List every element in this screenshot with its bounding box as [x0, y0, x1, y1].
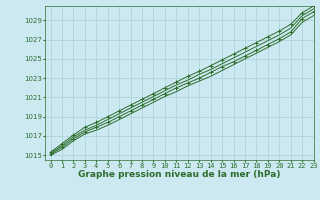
X-axis label: Graphe pression niveau de la mer (hPa): Graphe pression niveau de la mer (hPa): [78, 170, 280, 179]
